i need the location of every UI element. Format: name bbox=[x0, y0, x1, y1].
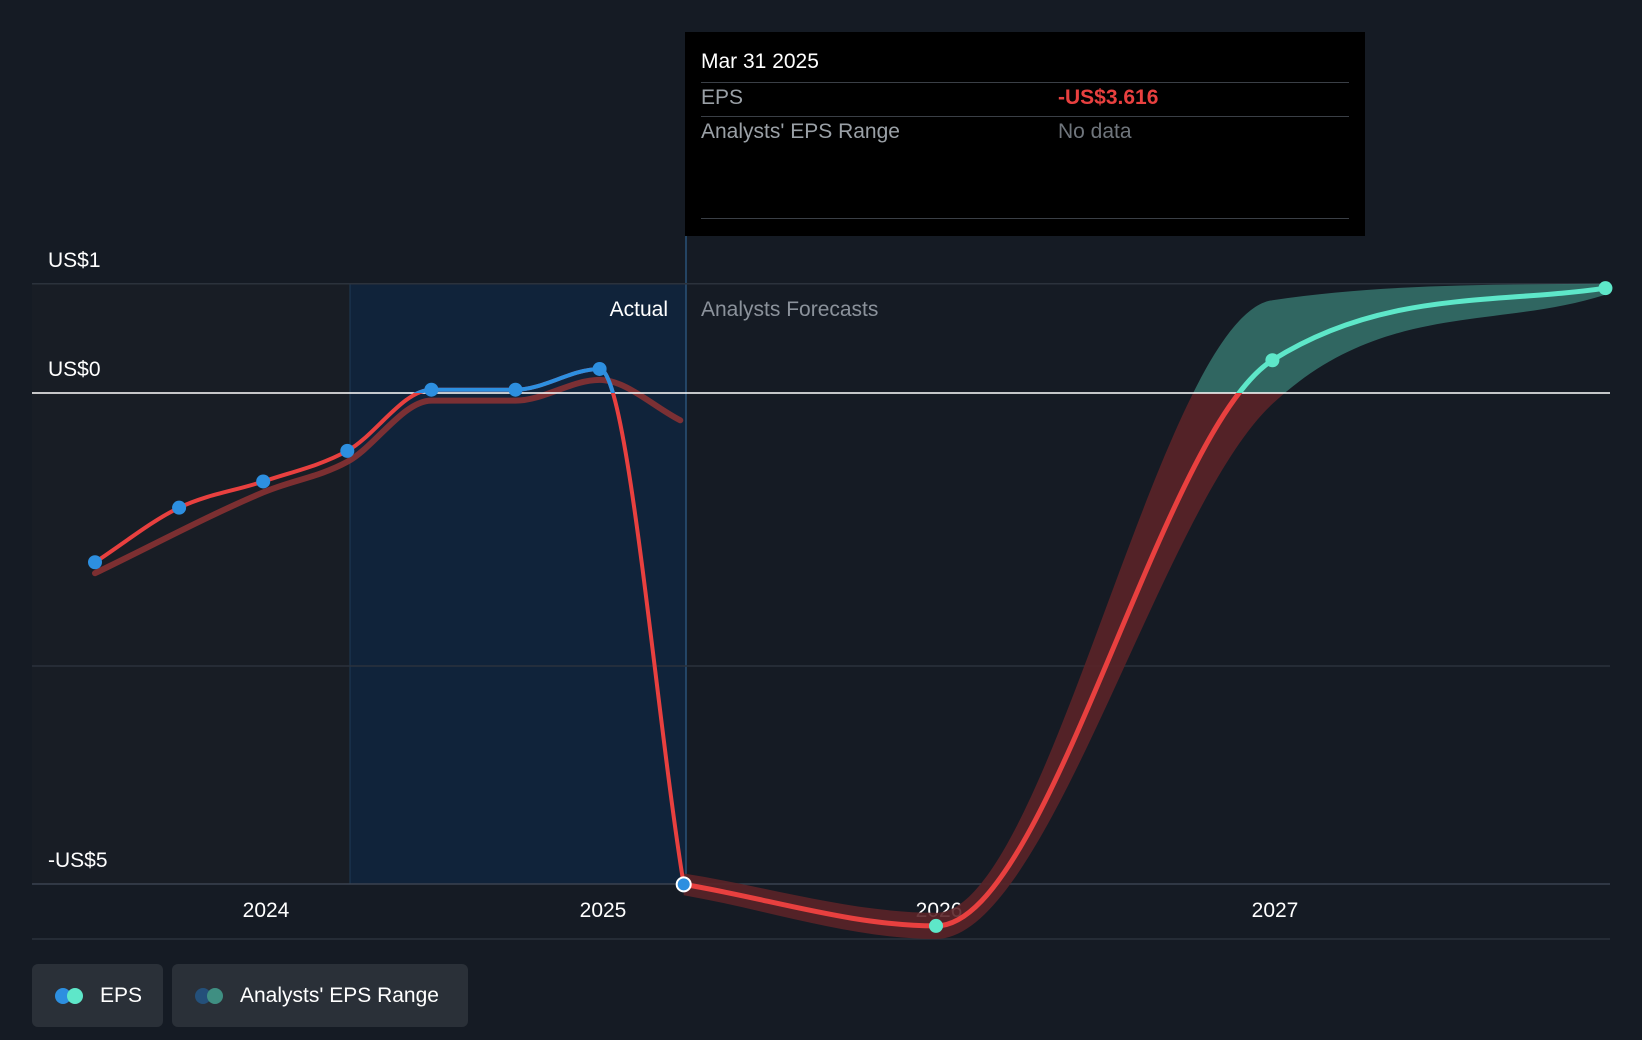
legend-range-label: Analysts' EPS Range bbox=[240, 983, 439, 1007]
tooltip-divider bbox=[701, 218, 1349, 219]
x-tick-2024: 2024 bbox=[243, 899, 290, 922]
eps-actual-point bbox=[424, 382, 439, 397]
x-tick-2027: 2027 bbox=[1252, 899, 1299, 922]
eps-actual-point bbox=[172, 500, 187, 515]
eps-actual-point bbox=[340, 443, 355, 458]
past-estimate-line bbox=[92, 376, 684, 577]
tooltip-divider bbox=[701, 82, 1349, 83]
eps-actual-point bbox=[508, 382, 523, 397]
tooltip-eps-label: EPS bbox=[701, 86, 744, 109]
eps-forecast-point bbox=[1265, 353, 1280, 368]
eps-range-band-negative bbox=[683, 393, 1285, 939]
plot-left-shade bbox=[32, 284, 350, 884]
eps-points bbox=[88, 281, 1613, 933]
actual-region-label: Actual bbox=[610, 298, 668, 321]
eps-actual-point bbox=[675, 876, 692, 893]
eps-forecast-line bbox=[681, 393, 1243, 929]
tooltip-range-label: Analysts' EPS Range bbox=[701, 120, 900, 143]
eps-range-legend-icon bbox=[195, 987, 229, 1004]
actual-region-highlight bbox=[350, 284, 686, 884]
y-axis-label-1: US$1 bbox=[48, 249, 101, 272]
gridlines bbox=[32, 283, 1610, 940]
legend-item-eps[interactable]: EPS bbox=[32, 964, 163, 1027]
legend-item-eps-range[interactable]: Analysts' EPS Range bbox=[172, 964, 468, 1027]
eps-actual-point bbox=[88, 555, 102, 570]
tooltip-eps-value: -US$3.616 bbox=[1058, 86, 1159, 109]
eps-forecast-point bbox=[1598, 281, 1613, 296]
y-axis-label-0: US$0 bbox=[48, 358, 101, 381]
eps-actual-point bbox=[256, 474, 271, 489]
eps-range-band bbox=[92, 283, 1606, 939]
tooltip: Mar 31 2025 EPS -US$3.616 Analysts' EPS … bbox=[685, 32, 1365, 236]
legend-eps-label: EPS bbox=[100, 983, 143, 1007]
tooltip-divider bbox=[701, 116, 1349, 117]
tooltip-date: Mar 31 2025 bbox=[701, 50, 819, 73]
eps-range-band-positive bbox=[1193, 283, 1606, 393]
forecast-region-label: Analysts Forecasts bbox=[701, 298, 878, 321]
eps-forecast-line-positive bbox=[1235, 285, 1608, 393]
eps-actual-point bbox=[592, 361, 607, 376]
eps-legend-icon bbox=[55, 987, 89, 1004]
x-tick-2025: 2025 bbox=[580, 899, 627, 922]
tooltip-range-value: No data bbox=[1058, 120, 1132, 143]
y-axis-label-minus5: -US$5 bbox=[48, 849, 108, 872]
eps-forecast-point bbox=[929, 918, 943, 933]
